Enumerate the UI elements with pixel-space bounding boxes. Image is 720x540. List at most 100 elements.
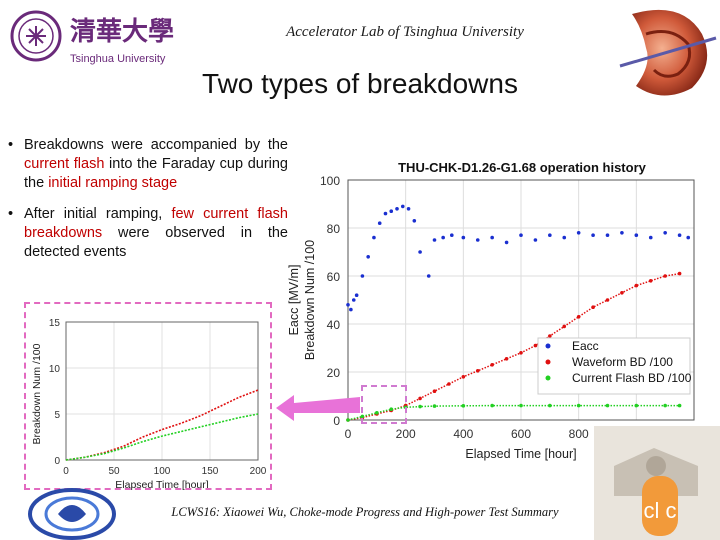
cavity-structure-image [619,9,717,96]
data-point-eacc [346,303,350,307]
bullet-text-part: After initial ramping, [24,206,172,222]
bullet-dot: • [8,137,14,153]
data-point-eacc [351,298,356,302]
logo-seal-mark [26,26,46,46]
slide-title: Two types of breakdowns [202,68,518,99]
x-tick-label: 0 [345,427,352,441]
y-tick-label: 80 [327,222,341,236]
legend-marker [545,375,551,381]
inset-x-tick-label: 150 [202,466,219,477]
data-point-eacc [349,307,353,312]
legend-box [537,337,691,395]
inset-y-tick-label: 10 [49,364,61,375]
bullet-text-part: Breakdowns were accompanied by the [24,137,288,153]
y-tick-label: 20 [327,366,341,380]
data-point-eacc [395,207,399,211]
y-tick-label: 40 [327,318,341,332]
building-dome [646,456,666,476]
data-point-eacc [354,293,359,297]
data-point-eacc [441,235,445,240]
data-point-eacc [426,274,431,278]
data-point-eacc [475,238,480,242]
inset-y-tick-label: 5 [54,410,60,421]
bullet-highlight: current flash [24,156,105,172]
bullet-text: Breakdowns were accompanied by the curre… [24,137,288,191]
data-point-eacc [432,238,437,242]
bullet-highlight: initial ramping stage [48,175,178,191]
data-point-eacc [663,231,667,235]
data-point-current-flash-bd [418,404,422,409]
university-en-name: Tsinghua University [70,53,166,65]
data-point-eacc [490,235,494,240]
inset-x-tick-label: 200 [250,466,267,477]
y-axis-label-eacc: Eacc [MV/m] [287,265,301,336]
slide-footer: LCWS16: Xiaowei Wu, Choke-mode Progress … [171,505,559,519]
data-point-eacc [634,233,639,237]
tsinghua-logo: 清華大學 Tsinghua University [10,10,174,65]
conference-logo [28,488,116,540]
data-point-eacc [562,235,567,240]
data-point-current-flash-bd [461,404,466,408]
bullet-text-part: into the Faraday cup during the [24,156,288,191]
data-point-eacc [548,233,552,237]
data-point-eacc [686,235,691,240]
data-point-eacc [377,221,382,225]
legend-marker [545,359,551,365]
data-point-eacc [591,233,595,237]
logo-seal-inner [18,18,54,54]
y-axis-label-bd: Breakdown Num /100 [303,240,317,360]
zoom-region-box [361,385,407,424]
lab-name: Accelerator Lab of Tsinghua University [286,24,524,40]
y-tick-label: 100 [320,174,340,188]
y-tick-label: 60 [327,270,341,284]
clic-logo-mark: cl c [644,498,677,523]
chart-title: THU-CHK-D1.26-G1.68 operation history [398,160,647,175]
data-point-eacc [366,255,370,259]
bullet-dot: • [8,206,14,222]
series-line-current-flash-bd [347,404,680,421]
logo-seal-ring [10,10,62,62]
bullet-highlight: few current flash breakdowns [24,206,288,241]
legend-entry: Current Flash BD /100 [572,371,692,385]
x-tick-label: 400 [453,427,473,441]
bullet-list: • Breakdowns were accompanied by the cur… [8,136,288,274]
series-line-waveform-bd [347,272,680,421]
data-point-eacc [648,235,653,240]
legend-entry: Waveform BD /100 [572,355,673,369]
university-cn-name: 清華大學 [70,16,174,46]
bullet-item: • After initial ramping, few current fla… [8,205,288,262]
zoom-arrow-icon [276,395,360,421]
data-point-eacc [412,219,417,223]
y-tick-label: 0 [333,414,340,428]
bullet-text: After initial ramping, few current flash… [24,206,288,260]
data-point-eacc [620,231,624,235]
beam-pipe [619,36,717,68]
x-tick-label: 600 [511,427,531,441]
data-point-eacc [576,231,581,235]
inset-plot-frame [65,321,259,461]
bullet-item: • Breakdowns were accompanied by the cur… [8,136,288,193]
data-point-eacc [605,233,610,237]
data-point-current-flash-bd [548,403,552,408]
data-point-eacc [418,250,422,254]
data-point-eacc [461,235,466,240]
inset-x-tick-label: 0 [63,466,69,477]
logo-orbit-inner [44,496,100,532]
data-point-eacc [406,207,411,211]
inset-highlight-frame [24,302,272,490]
data-point-eacc [519,233,523,237]
data-point-eacc [533,238,538,242]
inset-y-tick-label: 0 [54,456,60,467]
bullet-text-part: were observed in the detected events [24,225,288,260]
building-and-clic-logo: cl c [594,426,720,540]
logo-orbit [28,488,116,540]
cavity-iris [645,30,692,78]
data-point-eacc [389,209,394,213]
legend-entry: Eacc [572,339,599,353]
x-tick-label: 800 [569,427,589,441]
data-point-eacc [400,204,405,209]
data-point-eacc [372,235,376,240]
data-point-current-flash-bd [490,403,494,408]
data-point-eacc [450,233,454,237]
inset-series-current-flash-bd [65,413,259,461]
